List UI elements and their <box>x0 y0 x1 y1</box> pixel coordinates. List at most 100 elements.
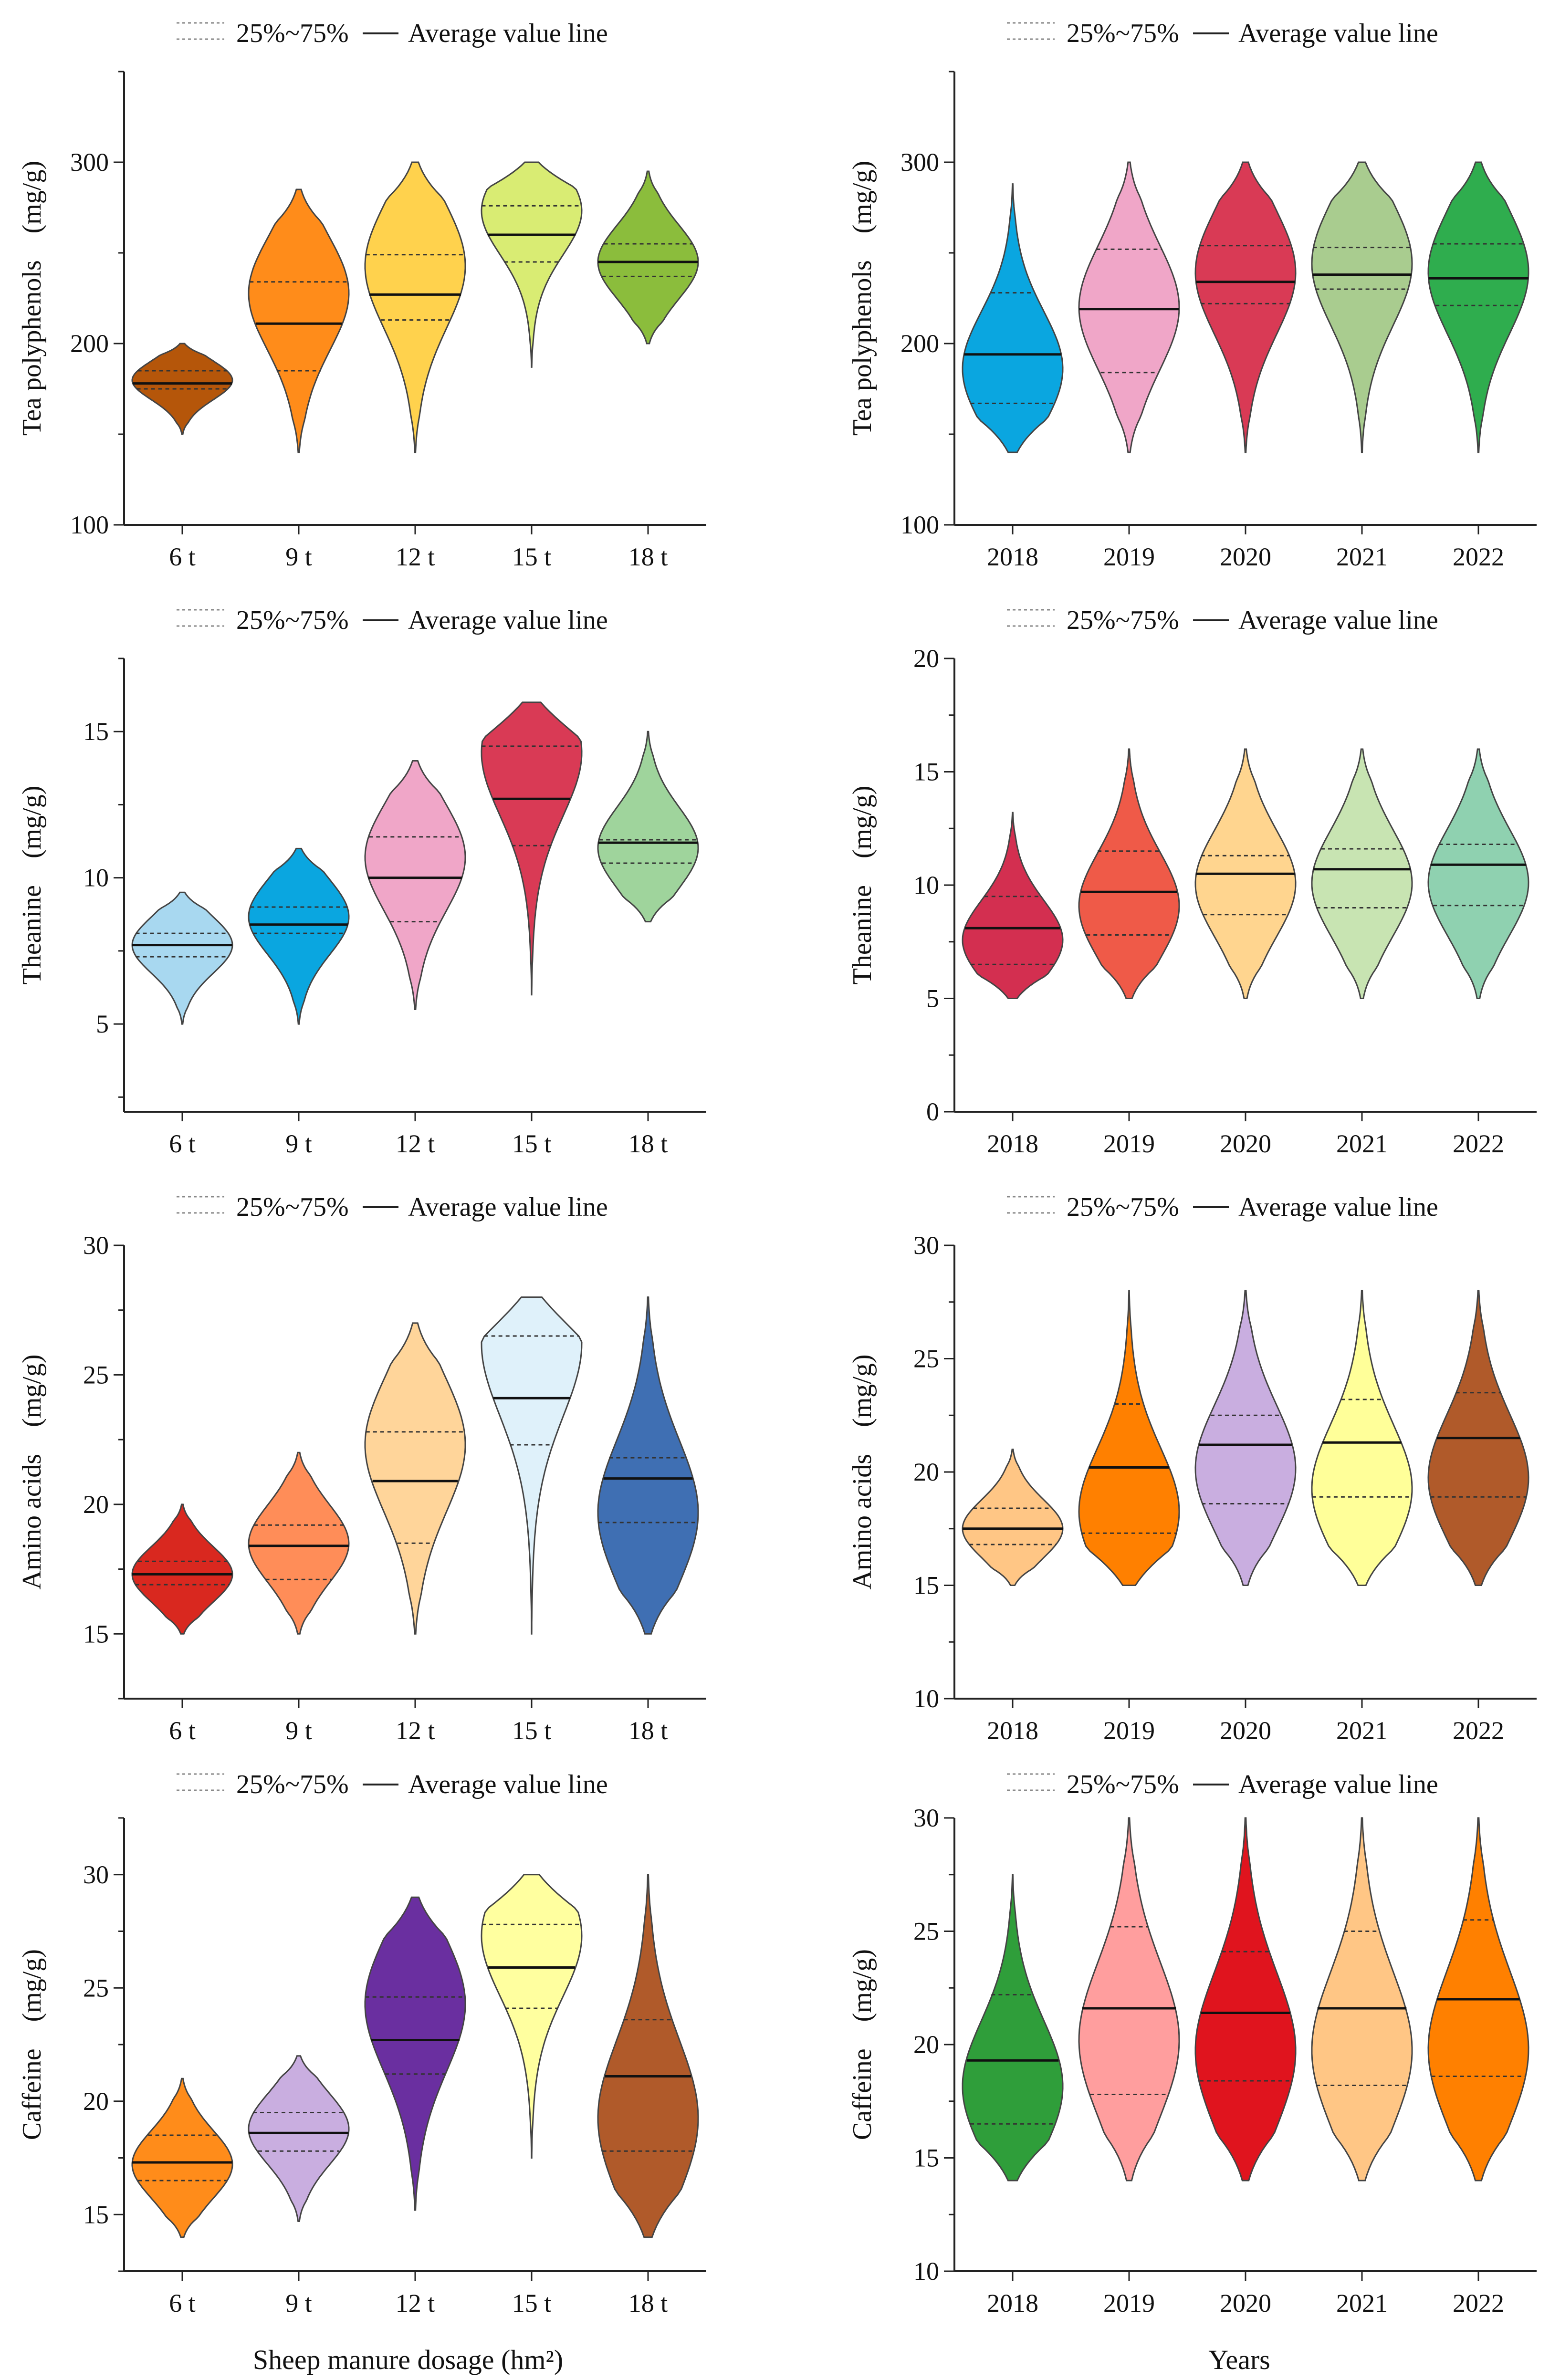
violin-2022 <box>1427 1817 1529 2182</box>
violin-body <box>364 1896 466 2211</box>
x-tick-label: 9 t <box>285 1716 312 1745</box>
violin-body <box>1311 748 1413 999</box>
x-tick-label: 2022 <box>1453 2289 1504 2317</box>
violin-2018 <box>962 1449 1064 1586</box>
violin-body <box>597 1874 699 2238</box>
x-tick-label: 2021 <box>1336 2289 1388 2317</box>
violin-body <box>1194 161 1297 453</box>
y-tick-label: 200 <box>70 329 109 358</box>
legend: 25%~75% Average value line <box>1007 605 1438 635</box>
y-axis-title: Caffeine (mg/g) <box>848 1949 877 2140</box>
violin-2020 <box>1194 1290 1297 1586</box>
violin-2018 <box>962 183 1064 453</box>
x-tick-label: 2019 <box>1103 1716 1155 1745</box>
x-tick-label: 18 t <box>628 1716 668 1745</box>
violin-2020 <box>1194 748 1297 999</box>
violin-18-t <box>597 1874 699 2238</box>
violin-body <box>131 1503 233 1635</box>
x-tick-label: 2020 <box>1220 1716 1271 1745</box>
violin-body <box>481 701 583 996</box>
legend: 25%~75% Average value line <box>177 19 608 48</box>
y-axis-title: Theanine (mg/g) <box>848 786 877 985</box>
legend-mean-label: Average value line <box>1238 605 1438 635</box>
y-tick-label: 20 <box>83 1490 109 1519</box>
y-tick-label: 20 <box>913 2030 939 2059</box>
x-tick-label: 18 t <box>628 2289 668 2317</box>
violin-2021 <box>1311 161 1413 453</box>
y-tick-label: 10 <box>83 864 109 892</box>
violin-body <box>962 183 1064 453</box>
violin-2018 <box>962 812 1064 999</box>
y-tick-label: 15 <box>913 758 939 786</box>
y-tick-label: 15 <box>913 2144 939 2172</box>
x-tick-label: 15 t <box>512 1716 552 1745</box>
violin-body <box>597 1296 699 1635</box>
y-tick-label: 100 <box>900 511 939 539</box>
legend-mean-label: Average value line <box>1238 19 1438 48</box>
violin-body <box>1311 1290 1413 1586</box>
violin-body <box>481 1296 583 1635</box>
violin-body <box>962 812 1064 999</box>
violin-body <box>248 2055 350 2222</box>
y-axis-title: Tea polyphenols (mg/g) <box>848 161 877 436</box>
violin-12-t <box>364 161 466 453</box>
legend-mean-label: Average value line <box>408 19 608 48</box>
violin-2018 <box>962 1874 1064 2182</box>
violin-body <box>248 1451 350 1635</box>
x-tick-label: 18 t <box>628 1129 668 1158</box>
violin-12-t <box>364 1322 466 1635</box>
y-tick-label: 15 <box>913 1571 939 1600</box>
x-tick-label: 2020 <box>1220 543 1271 571</box>
y-axis-title: Theanine (mg/g) <box>17 786 47 985</box>
violin-2019 <box>1078 1290 1180 1586</box>
x-tick-label: 9 t <box>285 543 312 571</box>
y-tick-label: 30 <box>83 1231 109 1260</box>
x-tick-label: 6 t <box>169 1129 196 1158</box>
violin-body <box>1194 1817 1297 2182</box>
y-tick-label: 100 <box>70 511 109 539</box>
legend-mean-label: Average value line <box>1238 1770 1438 1799</box>
violin-body <box>1194 1290 1297 1586</box>
panel-2: 25%~75% Average value line 100 200 300 Tea po… <box>848 19 1537 571</box>
y-tick-label: 20 <box>913 1458 939 1486</box>
x-tick-label: 2020 <box>1220 2289 1271 2317</box>
violin-body <box>1427 748 1529 999</box>
legend-quartile-label: 25%~75% <box>1067 1770 1179 1799</box>
legend: 25%~75% Average value line <box>177 1192 608 1222</box>
x-tick-label: 12 t <box>396 2289 435 2317</box>
violin-6-t <box>131 2077 233 2238</box>
y-tick-label: 10 <box>913 1684 939 1713</box>
violin-9-t <box>248 1451 350 1635</box>
violin-2022 <box>1427 161 1529 453</box>
legend-quartile-label: 25%~75% <box>236 1770 349 1799</box>
y-tick-label: 5 <box>96 1010 109 1038</box>
panel-5: 25%~75% Average value line 15 20 25 30 Amino a… <box>17 1192 706 1745</box>
x-tick-label: 6 t <box>169 543 196 571</box>
violin-18-t <box>597 731 699 923</box>
y-tick-label: 0 <box>926 1097 939 1126</box>
x-axis-title-years: Years <box>1208 2344 1270 2375</box>
y-tick-label: 30 <box>83 1860 109 1889</box>
violin-2022 <box>1427 748 1529 999</box>
violin-2019 <box>1078 161 1180 453</box>
violin-body <box>1078 748 1180 999</box>
violin-2022 <box>1427 1290 1529 1586</box>
legend: 25%~75% Average value line <box>1007 19 1438 48</box>
y-tick-label: 5 <box>926 984 939 1013</box>
violin-body <box>1078 161 1180 453</box>
violin-15-t <box>481 701 583 996</box>
x-tick-label: 9 t <box>285 1129 312 1158</box>
x-tick-label: 15 t <box>512 2289 552 2317</box>
x-tick-label: 12 t <box>396 543 435 571</box>
x-tick-label: 2019 <box>1103 1129 1155 1158</box>
x-tick-label: 2018 <box>987 543 1038 571</box>
x-tick-label: 15 t <box>512 543 552 571</box>
y-axis-title: Amino acids (mg/g) <box>17 1354 47 1589</box>
panel-7: 25%~75% Average value line 15 20 25 30 Caffein… <box>17 1770 706 2317</box>
y-tick-label: 30 <box>913 1804 939 1832</box>
violin-9-t <box>248 847 350 1025</box>
y-tick-label: 15 <box>83 1619 109 1648</box>
y-axis-title: Tea polyphenols (mg/g) <box>17 161 47 436</box>
x-tick-label: 2022 <box>1453 1716 1504 1745</box>
x-tick-label: 18 t <box>628 543 668 571</box>
